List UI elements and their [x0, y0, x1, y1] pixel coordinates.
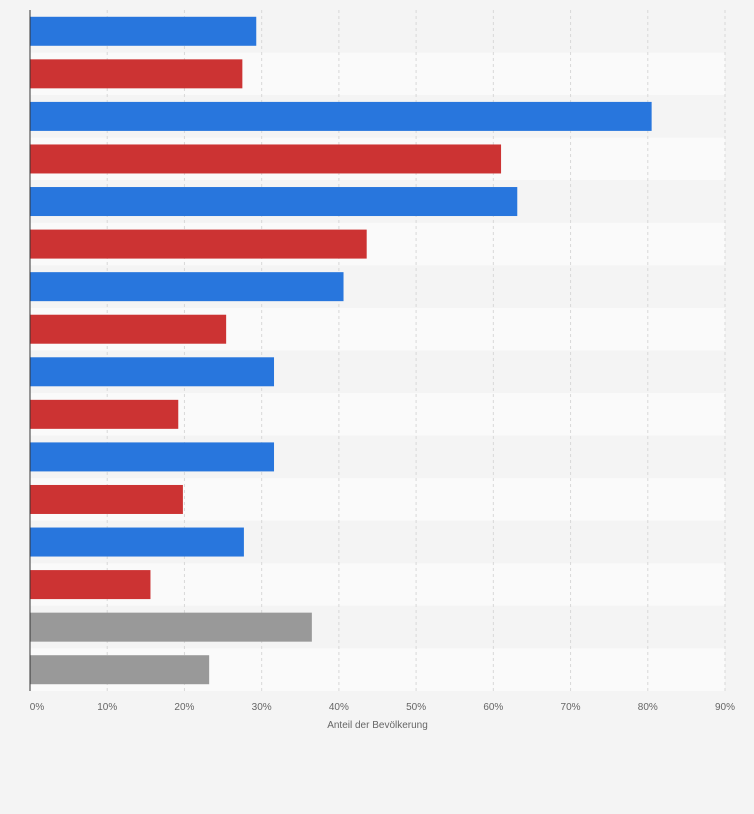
bar[interactable]: [30, 272, 344, 302]
x-tick-label: 90%: [715, 702, 735, 713]
x-axis-ticks: 0% 10% 20% 30% 40% 50% 60% 70% 80% 90%: [30, 702, 735, 713]
bar[interactable]: [30, 59, 243, 89]
bar[interactable]: [30, 655, 210, 685]
bar[interactable]: [30, 570, 151, 600]
x-tick-label: 20%: [174, 702, 194, 713]
x-tick-label: 40%: [329, 702, 349, 713]
x-tick-label: 10%: [97, 702, 117, 713]
bars: [30, 16, 652, 685]
x-tick-label: 30%: [252, 702, 272, 713]
x-axis-label: Anteil der Bevölkerung: [327, 720, 428, 731]
bar[interactable]: [30, 484, 183, 514]
x-tick-label: 0%: [30, 702, 45, 713]
bar[interactable]: [30, 357, 275, 387]
bar[interactable]: [30, 144, 502, 174]
bar[interactable]: [30, 101, 652, 131]
bar[interactable]: [30, 399, 179, 429]
bar[interactable]: [30, 314, 227, 344]
x-tick-label: 80%: [638, 702, 658, 713]
bar[interactable]: [30, 442, 275, 472]
bar[interactable]: [30, 229, 367, 259]
bar[interactable]: [30, 612, 312, 642]
bar[interactable]: [30, 527, 244, 557]
x-tick-label: 70%: [561, 702, 581, 713]
x-tick-label: 60%: [483, 702, 503, 713]
x-tick-label: 50%: [406, 702, 426, 713]
bar[interactable]: [30, 187, 518, 217]
bar[interactable]: [30, 16, 257, 46]
